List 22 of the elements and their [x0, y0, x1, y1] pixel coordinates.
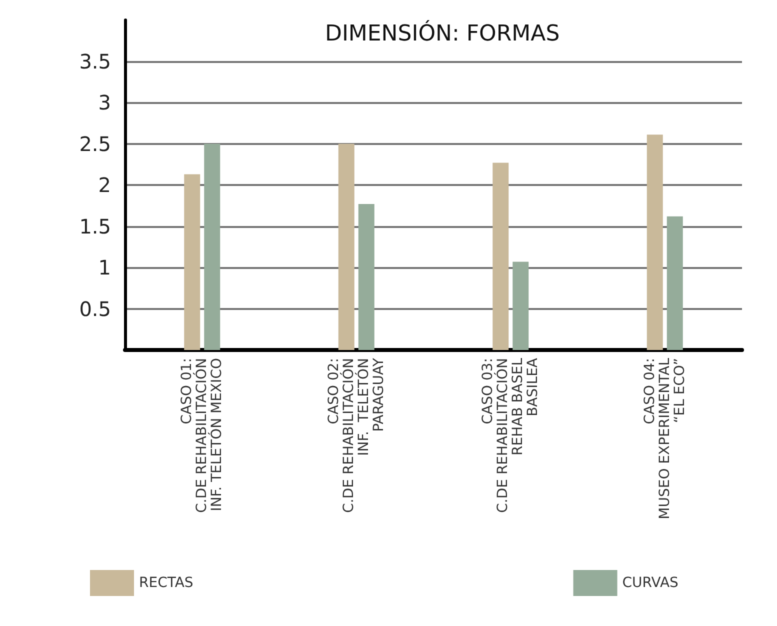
legend-label: CURVAS [622, 575, 679, 591]
x-tick-label: CASO 01: C.DE REHABILITACIÓN INF. TELETÓN MEXICO [179, 358, 226, 513]
y-tick-label: 2.5 [79, 132, 111, 156]
y-tick-label: 1.5 [79, 214, 111, 238]
bar [184, 174, 200, 350]
y-tick-label: 2 [98, 173, 111, 197]
bar [358, 204, 374, 350]
bar [492, 162, 509, 350]
legend-label: RECTAS [139, 575, 194, 591]
y-tick-label: 1 [98, 256, 111, 280]
bar [512, 262, 529, 350]
x-tick-label: CASO 03: C.DE REHABILITACIÓN REHAB BASEL BASILEA [480, 358, 542, 513]
bar [646, 134, 663, 350]
y-tick-label: 3 [98, 90, 111, 114]
y-tick-label: 3.5 [79, 49, 111, 74]
chart-title: DIMENSIÓN: FORMAS [325, 20, 560, 46]
bar [338, 144, 354, 350]
bar [204, 144, 220, 350]
x-tick-label: CASO 02: C.DE REHABILITACIÓN INF. TELETÓN PARAGUAY [326, 358, 387, 513]
x-tick-label: CASO 04: MUSEO EXPERIMENTAL “EL ECO” [642, 358, 688, 520]
bar [666, 216, 683, 350]
y-tick-label: 0.5 [79, 296, 111, 321]
